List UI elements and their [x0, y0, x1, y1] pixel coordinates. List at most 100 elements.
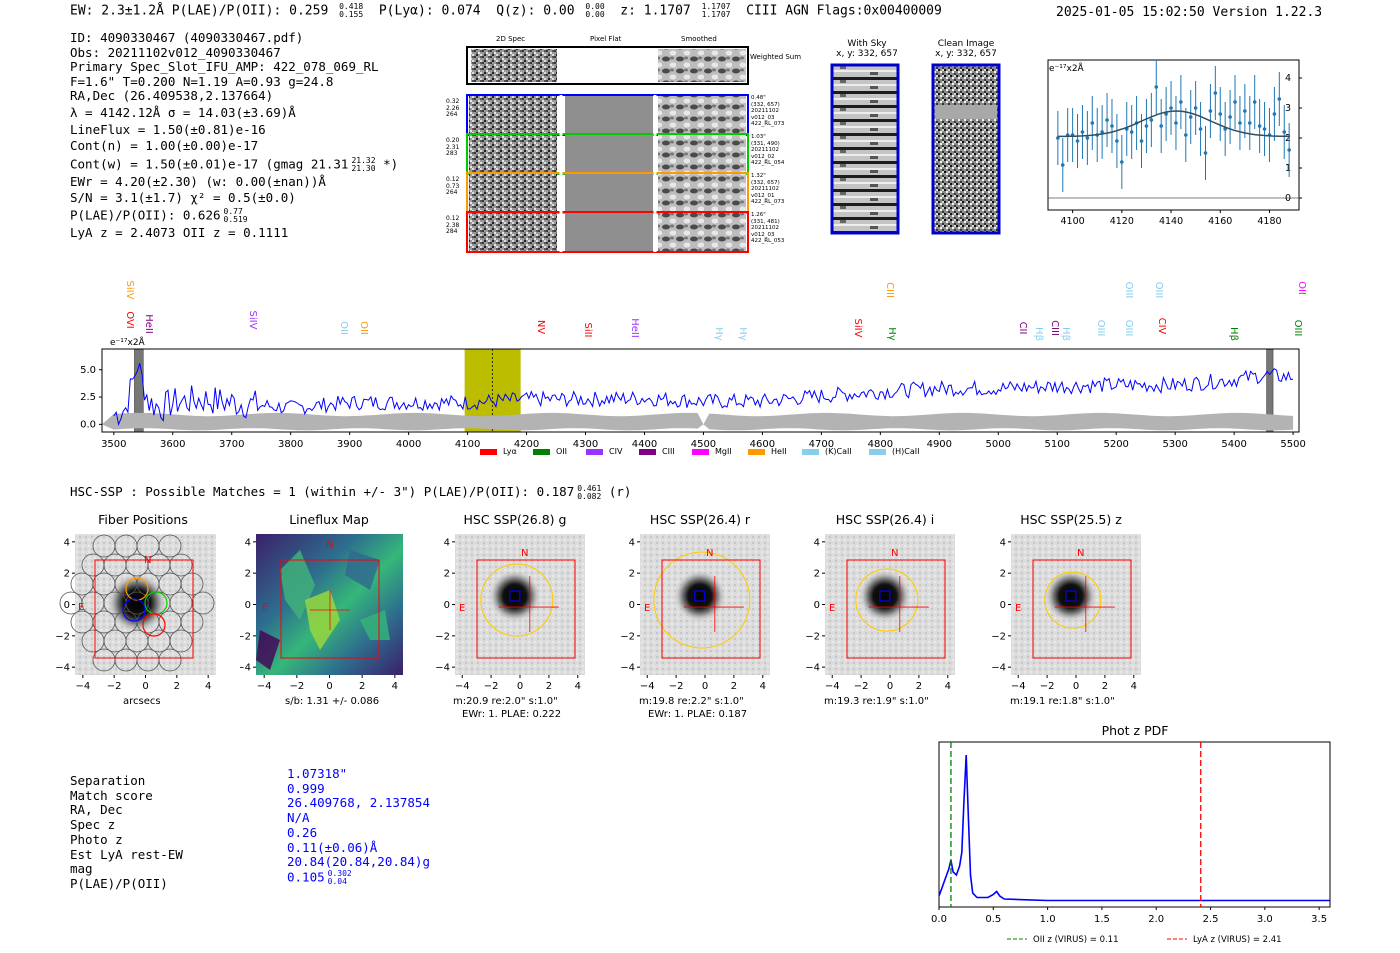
panel-ytick: 0 — [814, 600, 820, 611]
panel-xtick: 0 — [517, 681, 523, 692]
marker-hg-2: Hγ — [737, 327, 748, 341]
spectrum-xtick: 3800 — [278, 439, 303, 450]
hetdex-footprint — [846, 559, 946, 659]
marker-nv: NV — [535, 320, 546, 334]
marker-siii: SiII — [582, 322, 593, 337]
row3-right: 1.32" (332, 657) 20211102 v012_01 422_RL_073 — [751, 173, 785, 205]
spectrum-xtick: 4300 — [573, 439, 598, 450]
marker-hg-1: Hγ — [713, 327, 724, 341]
panel-ytick: −4 — [435, 663, 450, 674]
sky-cutouts — [830, 63, 1001, 235]
detection-info: ID: 4090330467 (4090330467.pdf) Obs: 202… — [70, 30, 398, 241]
galaxy-blob — [488, 570, 541, 623]
zoom-ytick: 2 — [1285, 133, 1291, 144]
info-ewr: EWr = 4.20(±2.30) (w: 0.00(±nan))Å — [70, 173, 326, 189]
zoom-point — [1090, 121, 1095, 125]
cutout-row-1 — [466, 94, 749, 136]
zoom-point — [1075, 139, 1080, 143]
panel-xtick: 2 — [174, 681, 180, 692]
spectrum-xtick: 5400 — [1221, 439, 1246, 450]
caption-z: m:19.1 re:1.8" s:1.0" — [1010, 696, 1115, 707]
spectrum-xtick: 3900 — [337, 439, 362, 450]
zoom-xtick: 4120 — [1110, 216, 1134, 227]
panel-xtick: −4 — [1011, 681, 1026, 692]
zoom-point — [1110, 124, 1114, 128]
cutout-grid — [466, 46, 749, 253]
spectrum-xtick: 4500 — [691, 439, 716, 450]
compass-e: E — [829, 603, 835, 614]
fiber-circle — [180, 572, 204, 596]
zoom-point — [1169, 106, 1173, 110]
photz-xtick: 3.0 — [1257, 914, 1273, 925]
panel-xtick: 2 — [359, 681, 365, 692]
photz-xtick: 2.5 — [1203, 914, 1219, 925]
photz-xtick: 3.5 — [1311, 914, 1327, 925]
marker-hy: Hγ — [886, 327, 897, 341]
zoom-point — [1228, 115, 1232, 119]
header-flags: CIII AGN Flags:0x00400009 — [746, 3, 942, 19]
zoom-point — [1218, 112, 1223, 116]
fiber-circle — [180, 610, 204, 634]
zoom-point — [1188, 115, 1193, 119]
zoom-xtick: 4100 — [1061, 216, 1085, 227]
panel-ytick: 2 — [814, 569, 820, 580]
zoom-point — [1208, 109, 1213, 113]
panel-xtick: 2 — [546, 681, 552, 692]
aperture-ellipse — [653, 551, 751, 649]
hsc-panels: Fiber Positions N E −4 −4 −2 −2 0 0 2 2 4 4 Linef… — [0, 512, 1400, 727]
svg-text:E: E — [78, 602, 84, 613]
zoom-point — [1080, 130, 1085, 134]
spectrum-xtick: 3600 — [160, 439, 185, 450]
info-plae: P(LAE)/P(OII): 0.626 0.77 0.519 — [70, 206, 248, 224]
panel-ytick: 4 — [629, 537, 635, 548]
spectrum-ytick: 2.5 — [80, 392, 96, 403]
panel-title-hsc-g: HSC SSP(26.8) g — [463, 512, 567, 527]
panel-xtick: 0 — [702, 681, 708, 692]
spectrum-noise-fill — [102, 412, 1294, 431]
marker-oii-a: OII — [338, 321, 349, 335]
compass-e: E — [459, 603, 465, 614]
aperture-ellipse — [1044, 571, 1102, 629]
zoom-ytick: 4 — [1285, 73, 1291, 84]
fiber-circle — [158, 534, 182, 558]
zoom-point — [1277, 97, 1282, 101]
panel-ytick: 2 — [629, 569, 635, 580]
zoom-point — [1252, 100, 1257, 104]
caption-r: m:19.8 re:2.2" s:1.0" — [639, 696, 744, 707]
panel-xtick: 4 — [392, 681, 398, 692]
match-labels: Separation Match score RA, Dec Spec z Photo… — [70, 773, 183, 891]
panel-title-lineflux-map: Lineflux Map — [289, 512, 369, 527]
spectrum-xtick: 5000 — [986, 439, 1011, 450]
zoom-point — [1105, 118, 1109, 122]
panel-xtick: −2 — [669, 681, 684, 692]
compass-n: N — [1077, 548, 1084, 559]
spectrum-xtick: 4800 — [868, 439, 893, 450]
cutout-row-2 — [466, 133, 749, 175]
photz-legend: OII z (VIRUS) = 0.11 LyA z (VIRUS) = 2.4… — [1007, 935, 1282, 945]
photz-title: Phot z PDF — [1101, 723, 1169, 738]
spectrum-xtick: 4700 — [809, 439, 834, 450]
col-label-2dspec: 2D Spec — [496, 35, 526, 43]
legend-oii: OII z (VIRUS) = 0.11 — [1033, 935, 1119, 945]
col-label-pixelflat: Pixel Flat — [590, 35, 622, 43]
zoom-point — [1287, 148, 1291, 152]
zoom-point — [1213, 91, 1218, 95]
zoom-point — [1179, 100, 1183, 104]
zoom-point — [1198, 127, 1203, 131]
hsc-i-plot: N E −4 −4 −2 −2 0 0 2 2 4 4 — [805, 534, 955, 692]
spectrum-xtick: 5200 — [1103, 439, 1128, 450]
caption-sb: s/b: 1.31 +/- 0.086 — [285, 696, 380, 707]
panel-ytick: 2 — [64, 569, 70, 580]
info-id: ID: 4090330467 (4090330467.pdf) — [70, 30, 304, 45]
header-plya: P(Lyα): 0.074 — [378, 3, 481, 19]
panel-xtick: −4 — [825, 681, 840, 692]
hetdex-footprint — [661, 559, 761, 659]
zoom-ytick: 1 — [1285, 163, 1291, 174]
marker-ciii-upper: CIII — [884, 282, 895, 298]
info-lambda: λ = 4142.12Å σ = 14.03(±3.69)Å — [70, 104, 296, 120]
zoom-line-plot: e⁻¹⁷x2Å 4100 4120 4140 4160 4180 0 1 2 3 4 — [1047, 59, 1302, 227]
fiber-box — [694, 590, 706, 602]
zoom-point — [1174, 121, 1178, 125]
compass-n: N — [521, 548, 528, 559]
marker-oiii-upper-1: OIII — [1123, 282, 1134, 299]
